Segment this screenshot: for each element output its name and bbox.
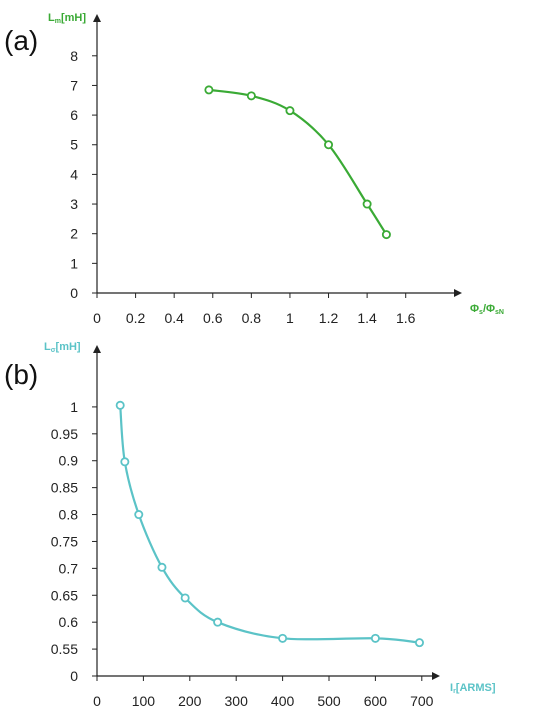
data-point (362, 199, 372, 209)
data-point (180, 593, 190, 603)
y-tick-label: 7 (70, 77, 78, 93)
x-tick-label: 0.2 (126, 310, 146, 326)
x-tick-label: 0 (93, 693, 101, 706)
y-axis-arrow (93, 345, 101, 353)
y-tick-label: 0.8 (59, 507, 79, 523)
data-point (115, 400, 125, 410)
x-tick-label: 300 (225, 693, 249, 706)
y-tick-label: 0.75 (51, 533, 78, 549)
x-tick-label: 1.4 (357, 310, 377, 326)
series-line (208, 88, 388, 236)
y-axis-title: Lσ[mH] (44, 341, 81, 354)
x-tick-label: 0.8 (242, 310, 262, 326)
x-tick-label: 1.2 (319, 310, 339, 326)
y-tick-label: 0.6 (59, 614, 79, 630)
y-tick-label: 0.7 (59, 560, 79, 576)
y-axis-title: Lm[mH] (48, 12, 86, 25)
y-tick-label: 0.65 (51, 587, 78, 603)
y-tick-label: 0.95 (51, 426, 78, 442)
panel-label: (b) (4, 359, 38, 390)
data-point (120, 457, 130, 467)
y-tick-label: 3 (70, 196, 78, 212)
y-tick-label: 0 (70, 668, 78, 684)
data-point (381, 230, 391, 240)
x-tick-label: 400 (271, 693, 295, 706)
data-point (285, 106, 295, 116)
x-tick-label: 1.6 (396, 310, 416, 326)
y-tick-label: 0.55 (51, 641, 78, 657)
data-point (414, 638, 424, 648)
x-tick-label: 700 (410, 693, 434, 706)
x-tick-label: 1 (286, 310, 294, 326)
panel-label: (a) (4, 25, 38, 56)
data-point (278, 633, 288, 643)
x-tick-label: 0.6 (203, 310, 223, 326)
y-tick-label: 0.9 (59, 453, 79, 469)
y-tick-label: 8 (70, 48, 78, 64)
x-tick-label: 200 (178, 693, 202, 706)
chart-b: 0 0.55 0.6 0.65 0.7 0.75 0.8 0.85 0.9 0.95 1 0 100 20… (4, 341, 496, 706)
series-line (119, 405, 420, 644)
x-tick-label: 500 (317, 693, 341, 706)
data-point (157, 562, 167, 572)
x-axis-title: Ir[ARMS] (450, 682, 496, 695)
x-tick-label: 600 (364, 693, 388, 706)
x-tick-label: 0 (93, 310, 101, 326)
y-tick-label: 1 (70, 399, 78, 415)
chart-a: 0 1 2 3 4 5 6 7 8 0 0.2 0.4 0.6 0.8 1 1.2 1.4 1.6 (a) Lm[mH… (4, 12, 504, 326)
data-point (246, 91, 256, 101)
x-tick-label: 0.4 (164, 310, 184, 326)
data-point (370, 633, 380, 643)
x-axis-arrow (432, 672, 440, 680)
y-axis-arrow (93, 14, 101, 22)
y-tick-label: 2 (70, 226, 78, 242)
data-point (213, 617, 223, 627)
y-tick-label: 4 (70, 166, 78, 182)
y-tick-label: 5 (70, 137, 78, 153)
x-tick-label: 100 (132, 693, 156, 706)
x-axis-arrow (454, 289, 462, 297)
data-point (324, 140, 334, 150)
y-tick-label: 1 (70, 255, 78, 271)
y-tick-label: 6 (70, 107, 78, 123)
data-point (134, 510, 144, 520)
x-axis-title: Φs/ΦsN (470, 303, 504, 316)
y-tick-label: 0 (70, 285, 78, 301)
y-tick-label: 0.85 (51, 480, 78, 496)
data-point (204, 85, 214, 95)
